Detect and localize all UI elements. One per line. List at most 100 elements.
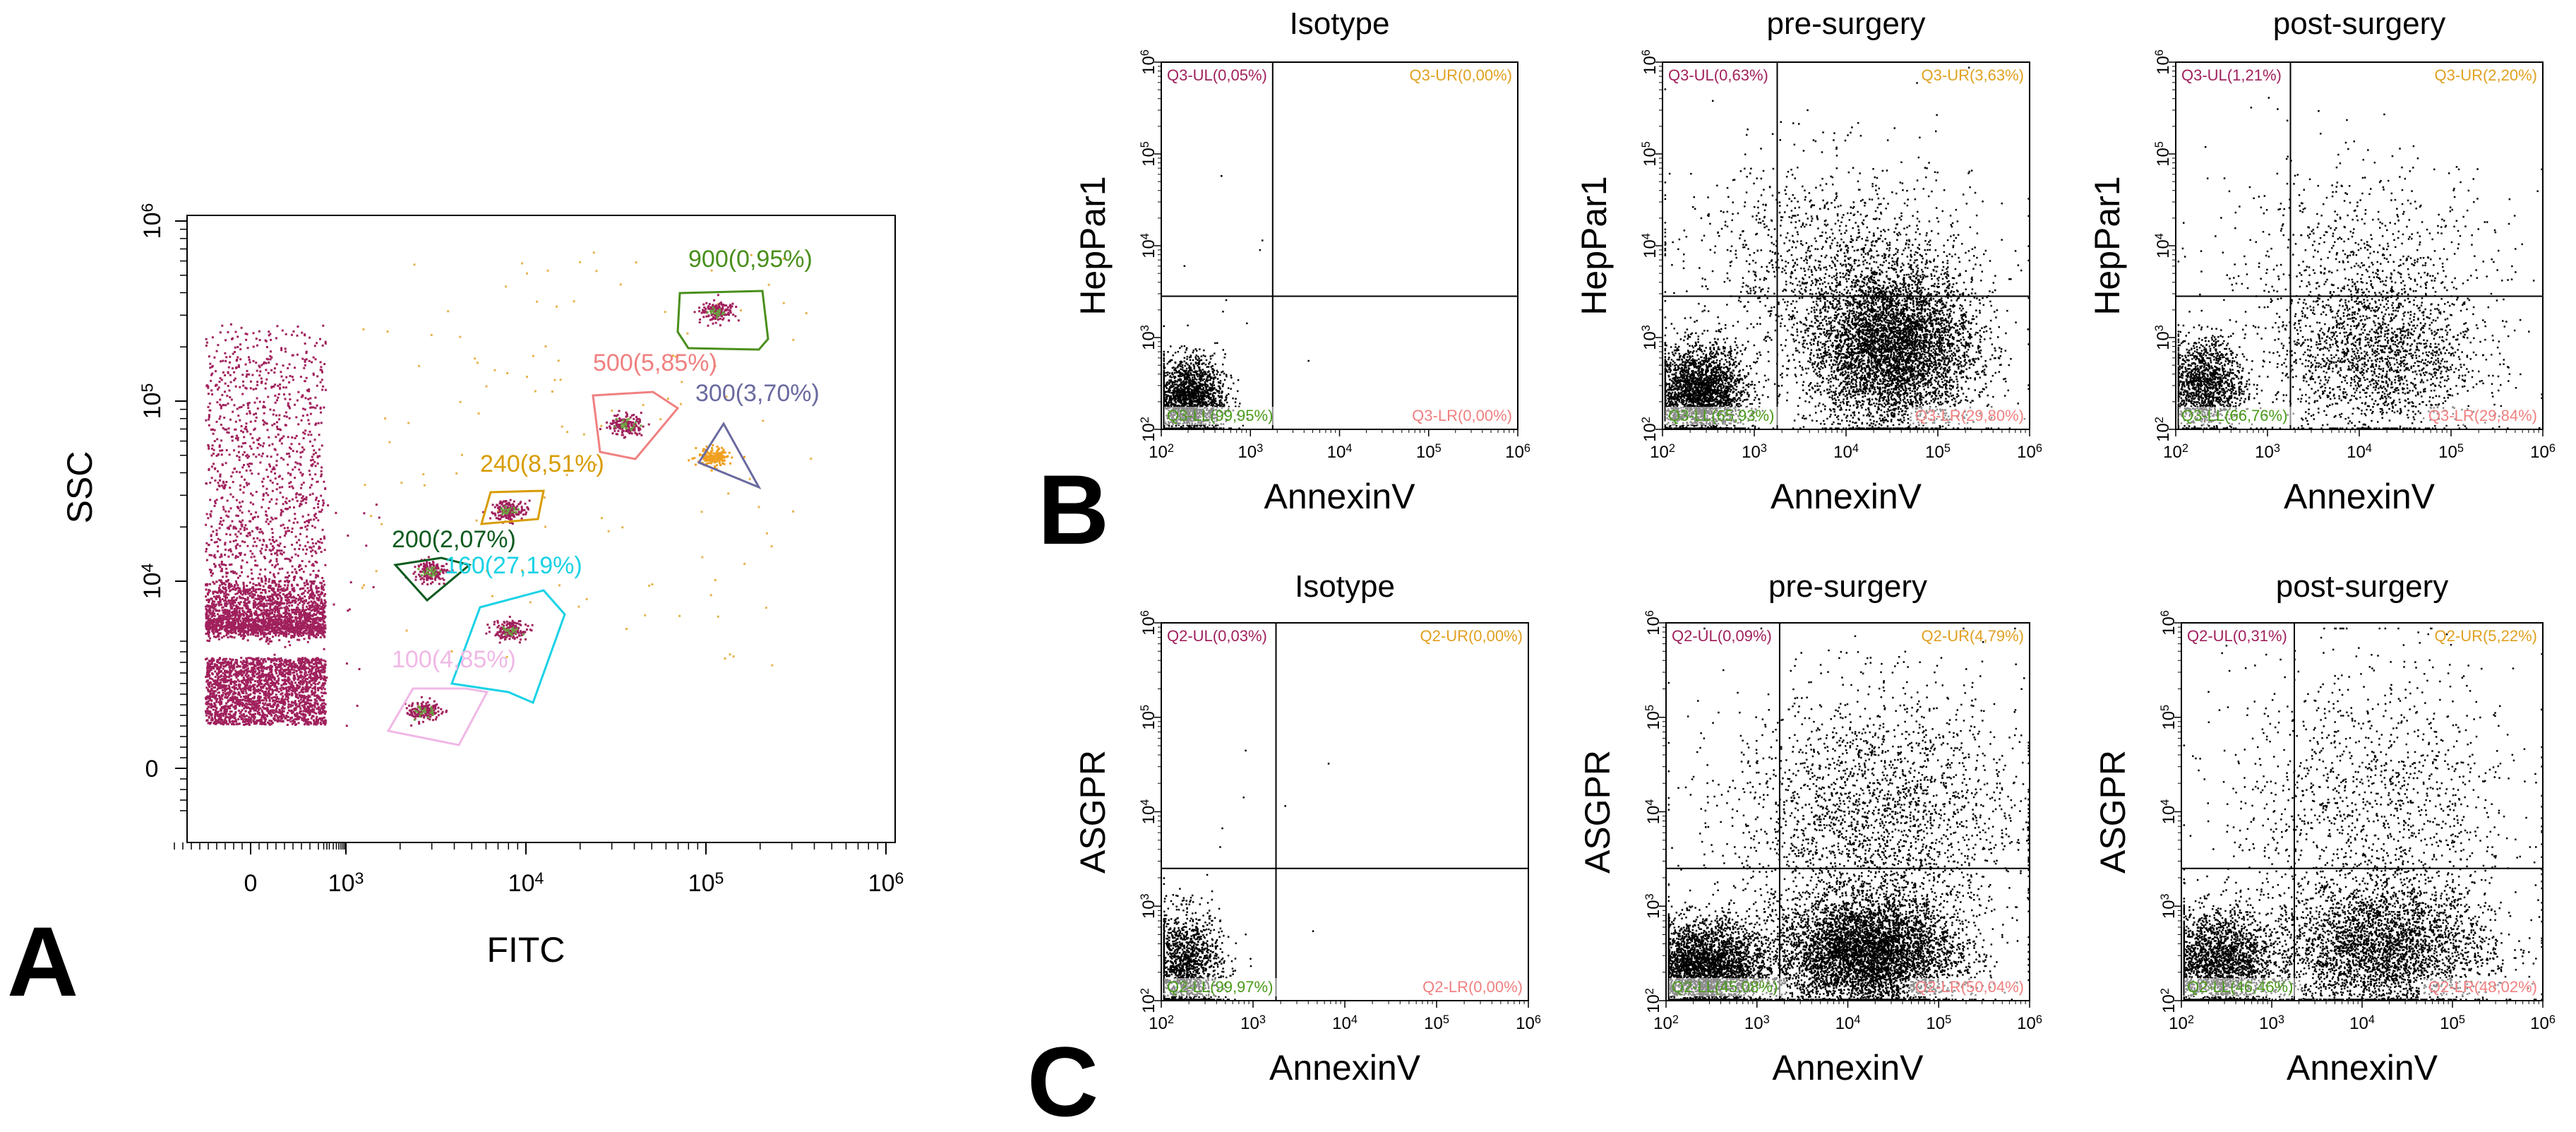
x-tick-base: 10 [1332,1014,1351,1033]
y-tick-base: 10 [2154,331,2173,350]
gate-500[interactable]: 500(5,85%) [592,350,717,460]
x-tick-label: 102 [1149,442,1174,462]
x-tick-exponent: 4 [1852,442,1859,455]
x-tick-label: 106 [1516,1013,1541,1033]
quadrant-label-ll: Q2-LL(99,97%) [1167,978,1273,996]
flow-x-axis-title: AnnexinV [1772,1048,1924,1088]
y-tick-exponent: 4 [1640,233,1653,239]
flow-x-axis-title: AnnexinV [1264,477,1415,516]
y-tick-base: 10 [2154,423,2173,442]
gate-300[interactable]: 300(3,70%) [688,380,820,490]
x-tick-exponent: 5 [1945,1013,1951,1026]
x-tick-exponent: 6 [2549,442,2556,455]
x-tick-exponent: 2 [1168,1013,1174,1026]
quadrant-label-lr: Q2-LR(0,00%) [1422,978,1523,996]
quadrant-label-ul: Q3-UL(0,05%) [1167,66,1267,84]
x-tick-exponent: 5 [1435,442,1442,455]
quadrant-label-backdrop [1164,978,1282,996]
y-tick-base: 10 [1644,711,1663,730]
panel-a-x-tick-label-exponent: 3 [354,869,364,888]
x-tick-exponent: 6 [1535,1013,1541,1026]
y-tick-label: 102 [2159,988,2179,1013]
gate-160[interactable]: 160(27,19%) [445,552,582,705]
gate-240[interactable]: 240(8,51%) [479,451,604,525]
x-tick-label: 104 [1835,1013,1861,1033]
panel-a-x-tick-label: 106 [868,869,904,897]
x-tick-base: 10 [2255,443,2274,462]
y-tick-base: 10 [1644,616,1663,636]
x-tick-base: 10 [2438,443,2457,462]
x-tick-exponent: 5 [1443,1013,1449,1026]
flow-panel-c1: Isotype Q2-UL(0,03%) Q2-UR(0,00%) Q2-LL(99,… [1073,569,1541,1088]
gate-160-outline[interactable] [450,589,566,705]
gate-100-outline[interactable] [386,687,489,746]
gate-100-core-events [413,705,434,721]
flow-panel-title: post-surgery [2273,6,2446,41]
quadrant-label-backdrop [1406,407,1515,425]
x-tick-base: 10 [2349,1014,2368,1033]
x-tick-base: 10 [1424,1014,1443,1033]
quadrant-label-lr: Q2-LR(50,04%) [1915,978,2024,996]
flow-panel-events [1163,749,1330,1001]
y-tick-label: 105 [1643,705,1663,730]
flow-x-axis-title: AnnexinV [2284,477,2436,516]
y-tick-exponent: 6 [2153,49,2166,56]
flow-panel-c3: post-surgery Q2-UL(0,31%) Q2-UR(5,22%) Q2-L… [2093,569,2556,1088]
gate-500-outline[interactable] [592,391,680,460]
panel-a-frame [186,215,896,843]
quadrant-label-lr: Q3-LR(0,00%) [1412,407,1512,424]
y-tick-base: 10 [2159,900,2179,919]
x-tick-label: 104 [1332,1013,1358,1033]
gate-100-label: 100(4,85%) [392,646,516,673]
x-tick-label: 106 [2530,442,2556,462]
y-tick-base: 10 [1139,423,1158,442]
x-tick-label: 105 [2438,442,2464,462]
x-tick-exponent: 3 [2274,442,2280,455]
x-tick-label: 104 [2347,442,2372,462]
gate-240-outline[interactable] [479,489,545,525]
y-tick-exponent: 3 [2159,893,2171,900]
flow-panel-events [2183,627,2543,1001]
y-tick-exponent: 2 [1139,988,1151,994]
y-tick-exponent: 6 [1139,610,1151,616]
quadrant-label-backdrop [1669,978,1787,996]
x-tick-base: 10 [2169,1014,2188,1033]
y-tick-base: 10 [1641,423,1660,442]
x-tick-base: 10 [2440,1014,2459,1033]
y-tick-label: 104 [1643,799,1663,825]
y-tick-base: 10 [1644,994,1663,1013]
y-tick-exponent: 6 [1643,610,1656,616]
flow-y-axis-title: HepPar1 [2087,176,2127,315]
x-tick-exponent: 5 [2459,1013,2465,1026]
gate-900[interactable]: 900(0,95%) [676,246,813,351]
gate-300-outline[interactable] [697,422,762,490]
x-tick-label: 106 [1505,442,1530,462]
gate-200-outline[interactable] [393,556,472,602]
gate-200-events [405,556,454,585]
flow-x-axis-title: AnnexinV [2287,1048,2438,1088]
panel-a-x-tick-label: 0 [244,870,258,897]
y-tick-exponent: 5 [1139,705,1151,711]
gate-200[interactable]: 200(2,07%) [392,526,516,602]
y-tick-label: 104 [1139,233,1158,258]
quadrant-label-ll: Q2-LL(46,46%) [2187,978,2293,996]
flow-x-axis-title: AnnexinV [1269,1048,1421,1088]
panel-a-y-tick-label: 104 [138,564,166,600]
panel-a-x-axis-title: FITC [486,930,565,970]
gate-100[interactable]: 100(4,85%) [386,646,516,746]
y-tick-label: 105 [1139,141,1158,167]
y-tick-label: 104 [1139,799,1158,825]
y-tick-exponent: 3 [1139,325,1151,331]
y-tick-exponent: 2 [1139,417,1151,423]
panel-a-x-ticks: 0 103 104 105 106 [174,842,904,897]
x-tick-base: 10 [1742,443,1761,462]
flow-panel-events [1667,627,2030,1001]
gate-900-core-events [706,306,726,319]
gate-900-outline[interactable] [676,290,769,351]
x-tick-label: 102 [2169,1013,2194,1033]
y-tick-base: 10 [2159,616,2179,636]
panel-a-events [205,251,813,727]
quadrant-label-ll: Q3-LL(66,76%) [2181,407,2287,424]
panel-a-y-tick-label: 106 [138,203,166,239]
y-tick-exponent: 6 [1139,49,1151,56]
